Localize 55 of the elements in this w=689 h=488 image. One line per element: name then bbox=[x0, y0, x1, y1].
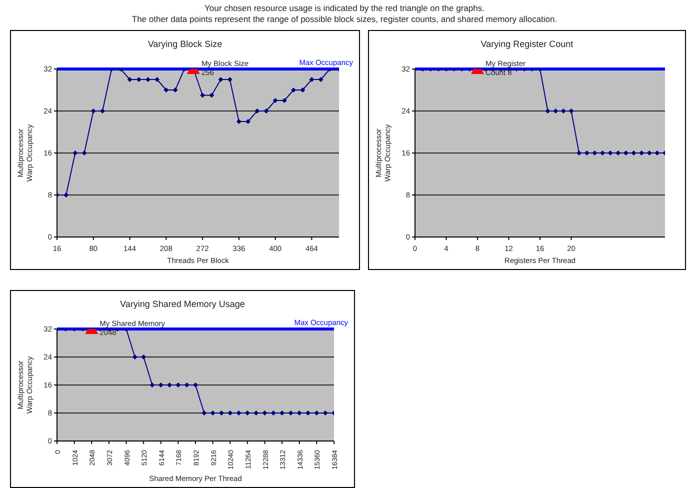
point bbox=[318, 77, 324, 82]
point bbox=[132, 354, 138, 360]
point bbox=[164, 88, 169, 92]
point bbox=[228, 410, 233, 416]
point bbox=[545, 108, 550, 114]
point bbox=[141, 354, 146, 360]
point bbox=[184, 382, 190, 388]
point bbox=[314, 410, 320, 416]
point bbox=[553, 108, 558, 114]
point bbox=[309, 77, 314, 82]
point bbox=[568, 108, 574, 114]
point bbox=[262, 410, 268, 416]
point bbox=[64, 192, 69, 198]
point bbox=[616, 150, 621, 156]
point bbox=[600, 150, 605, 156]
point bbox=[322, 410, 328, 416]
point bbox=[150, 382, 155, 388]
point bbox=[176, 382, 181, 388]
text: Your chosen resource usage is indicated by the red triangle on the graphs. bbox=[204, 3, 486, 14]
point bbox=[202, 410, 207, 416]
point bbox=[246, 119, 251, 124]
point bbox=[631, 150, 636, 156]
text: The other data points represent the range of possible block sizes, register counts, and shared memory allocation. bbox=[130, 14, 558, 25]
point bbox=[200, 92, 206, 98]
chart-title: Varying Register Count bbox=[480, 39, 574, 49]
point bbox=[236, 410, 242, 416]
line-series bbox=[57, 329, 334, 416]
point bbox=[296, 410, 302, 416]
point bbox=[82, 150, 87, 156]
chart-title: Varying Shared Memory Usage bbox=[119, 299, 246, 309]
point bbox=[209, 92, 214, 98]
point bbox=[592, 150, 598, 156]
point bbox=[210, 410, 216, 416]
point bbox=[90, 108, 96, 114]
point bbox=[654, 150, 660, 156]
point bbox=[254, 108, 260, 114]
line-series bbox=[57, 69, 339, 198]
point bbox=[288, 410, 294, 416]
point bbox=[218, 77, 224, 82]
point bbox=[300, 88, 306, 92]
point bbox=[227, 77, 232, 82]
point bbox=[193, 382, 198, 388]
point bbox=[272, 98, 278, 103]
point bbox=[127, 77, 132, 82]
point bbox=[136, 77, 142, 82]
point bbox=[608, 150, 613, 156]
point bbox=[264, 108, 269, 114]
point bbox=[236, 119, 242, 124]
point bbox=[172, 88, 178, 92]
point bbox=[584, 150, 590, 156]
point bbox=[158, 382, 164, 388]
point bbox=[72, 150, 78, 156]
point bbox=[646, 150, 652, 156]
chart-title: Varying Block Size bbox=[146, 39, 224, 49]
point bbox=[154, 77, 160, 82]
